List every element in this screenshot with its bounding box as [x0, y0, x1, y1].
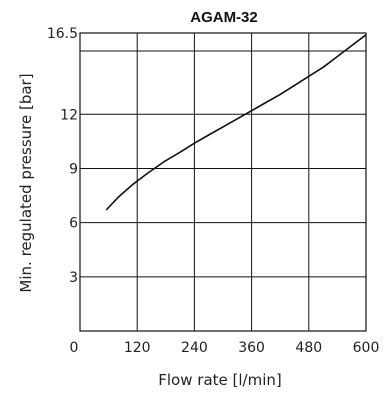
- chart-title: AGAM-32: [190, 9, 258, 26]
- x-axis-label: Flow rate [l/min]: [158, 371, 281, 389]
- y-tick-label: 9: [69, 161, 78, 177]
- series-layer: [105, 34, 367, 211]
- plot-frame: [79, 32, 367, 332]
- series-line: [105, 34, 367, 211]
- x-tick-labels: 0 120 240 360 480 600: [70, 340, 380, 356]
- y-tick-label: 12: [60, 107, 78, 123]
- x-tick-label: 120: [124, 340, 151, 356]
- y-tick-label: 6: [69, 216, 78, 232]
- y-tick-label: 3: [69, 270, 78, 286]
- grid: [80, 33, 366, 331]
- y-tick-labels: 3 6 9 12 16.5: [47, 26, 78, 286]
- y-tick-label: 16.5: [47, 26, 78, 42]
- x-tick-label: 480: [295, 340, 322, 356]
- x-tick-label: 600: [353, 340, 380, 356]
- x-tick-label: 360: [238, 340, 265, 356]
- x-tick-label: 0: [70, 340, 79, 356]
- x-tick-label: 240: [181, 340, 208, 356]
- y-axis-label: Min. regulated pressure [bar]: [17, 73, 35, 292]
